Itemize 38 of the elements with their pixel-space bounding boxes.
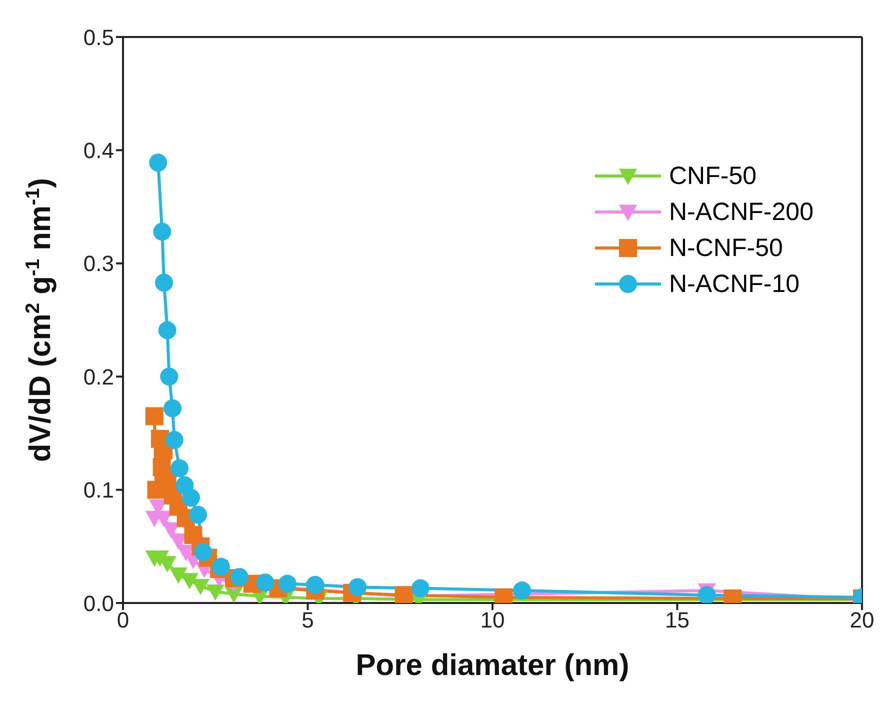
point [278, 574, 296, 593]
point [256, 574, 274, 592]
point [169, 568, 188, 584]
point [158, 321, 176, 340]
legend-label: N-CNF-50 [669, 234, 783, 262]
x-tick-label: 10 [480, 608, 505, 633]
y-tick-label: 0.0 [83, 590, 114, 616]
point [170, 459, 189, 478]
x-tick-label: 15 [665, 608, 690, 633]
point [698, 586, 716, 603]
y-tick-label: 0.5 [83, 24, 114, 50]
y-tick-label: 0.4 [83, 138, 114, 164]
point [194, 543, 212, 562]
point [306, 576, 324, 594]
point [206, 584, 224, 601]
point [394, 586, 413, 603]
legend-label: N-ACNF-200 [669, 198, 814, 226]
point [160, 368, 178, 386]
legend-label: N-ACNF-10 [669, 270, 800, 298]
point [513, 582, 532, 600]
point [153, 222, 172, 241]
y-tick-label: 0.2 [83, 364, 114, 390]
x-tick-label: 20 [850, 608, 874, 633]
y-tick-label: 0.1 [83, 478, 114, 503]
point [164, 399, 182, 418]
point [411, 579, 430, 598]
x-tick-label: 0 [116, 608, 130, 633]
x-axis-title: Pore diamater (nm) [356, 649, 630, 682]
point [189, 506, 208, 524]
point [165, 430, 184, 449]
point [348, 578, 367, 596]
point [145, 407, 164, 426]
legend-label: CNF-50 [669, 162, 757, 190]
point [149, 154, 168, 172]
point [182, 488, 200, 507]
point [155, 274, 174, 292]
x-tick-label: 5 [302, 608, 314, 633]
y-tick-label: 0.3 [83, 251, 114, 276]
